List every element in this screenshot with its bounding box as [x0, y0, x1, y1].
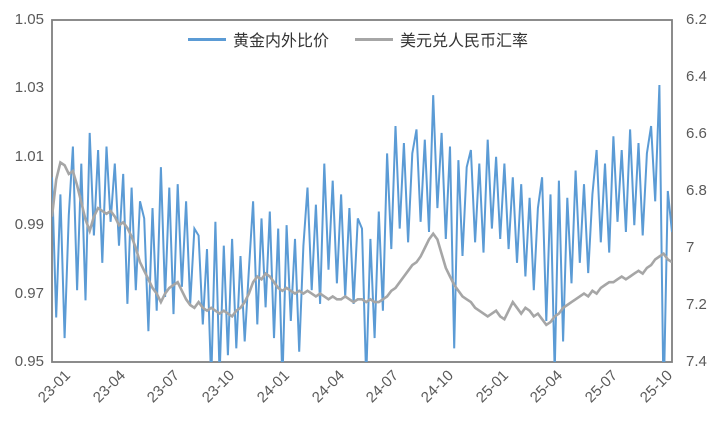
y-axis-left-tick-label: 0.95: [14, 353, 44, 370]
y-axis-right-tick-label: 6.8: [686, 182, 707, 199]
y-axis-right-tick-label: 6.6: [686, 125, 707, 142]
series-lines: [52, 84, 672, 362]
legend-label-gold-ratio: 黄金内外比价: [232, 33, 329, 50]
legend-item-usdcny: 美元兑人民币汇率: [355, 27, 528, 51]
y-axis-left-tick-label: 0.99: [14, 216, 44, 234]
legend-item-gold-ratio: 黄金内外比价: [187, 27, 329, 51]
y-axis-right-tick-label: 6.2: [686, 11, 707, 28]
legend-line-gray: [355, 37, 393, 41]
y-axis-left-tick-label: 1.03: [14, 79, 44, 97]
legend-line-blue: [187, 37, 226, 41]
y-axis-left-tick-label: 0.97: [14, 284, 44, 302]
y-axis-left-tick-label: 1.05: [14, 11, 44, 28]
legend-label-usdcny: 美元兑人民币汇率: [400, 33, 529, 50]
series-line-gold-ratio: [52, 84, 672, 362]
y-axis-right-tick-label: 7.4: [686, 353, 707, 370]
y-axis-right-tick-label: 7: [686, 239, 695, 256]
y-axis-left-tick-label: 1.01: [14, 147, 44, 165]
plot-border: [51, 19, 673, 363]
y-axis-right-tick-label: 7.2: [686, 296, 707, 313]
chart-legend: 黄金内外比价 美元兑人民币汇率: [0, 27, 716, 51]
y-axis-right-tick-label: 6.4: [686, 68, 707, 85]
series-line-usdcny: [52, 160, 672, 327]
